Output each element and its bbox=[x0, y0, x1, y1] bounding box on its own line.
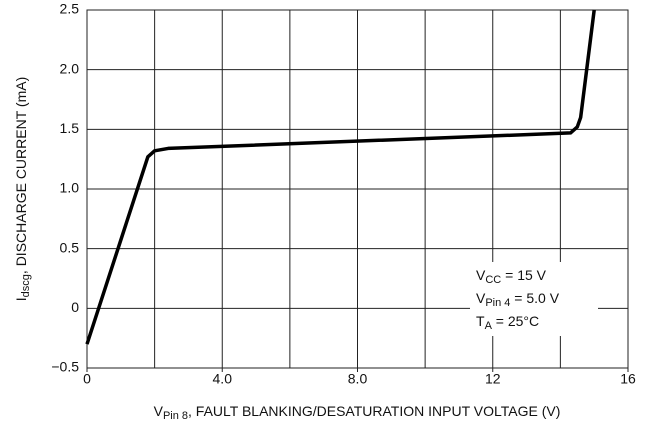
plot-frame bbox=[86, 9, 629, 369]
x-axis-label: VPin 8, FAULT BLANKING/DESATURATION INPU… bbox=[154, 403, 561, 422]
annotation-text: = 5.0 V bbox=[510, 290, 559, 306]
y-tick-label: 2.5 bbox=[60, 1, 80, 17]
y-tick-label: −0.5 bbox=[51, 359, 79, 375]
annotation-subscript: CC bbox=[485, 274, 501, 286]
x-tick-label: 4.0 bbox=[213, 371, 233, 387]
x-tick-label: 8.0 bbox=[348, 371, 368, 387]
annotation-symbol: V bbox=[476, 290, 486, 306]
y-axis-label: Idscg, DISCHARGE CURRENT (mA) bbox=[13, 77, 32, 301]
annotation: VCC = 15 V bbox=[476, 267, 547, 286]
y-tick-label: 1.5 bbox=[60, 120, 80, 136]
x-tick-label: 0 bbox=[83, 371, 91, 387]
y-tick-label: 0 bbox=[71, 299, 79, 315]
annotation: TA = 25°C bbox=[476, 313, 539, 332]
y-tick-label: 2.0 bbox=[60, 60, 80, 76]
annotation-symbol: T bbox=[476, 313, 485, 329]
annotation-text: = 15 V bbox=[501, 267, 546, 283]
y-tick-label: 1.0 bbox=[60, 180, 80, 196]
annotation-text: = 25°C bbox=[492, 313, 539, 329]
annotation-background bbox=[470, 262, 598, 336]
annotation: VPin 4 = 5.0 V bbox=[476, 290, 560, 309]
x-tick-label: 16 bbox=[620, 371, 636, 387]
y-tick-label: 0.5 bbox=[60, 239, 80, 255]
data-line bbox=[85, 9, 596, 345]
annotation-subscript: Pin 4 bbox=[485, 297, 510, 309]
annotation-subscript: A bbox=[485, 320, 493, 332]
annotation-symbol: V bbox=[476, 267, 486, 283]
x-tick-label: 12 bbox=[485, 371, 501, 387]
